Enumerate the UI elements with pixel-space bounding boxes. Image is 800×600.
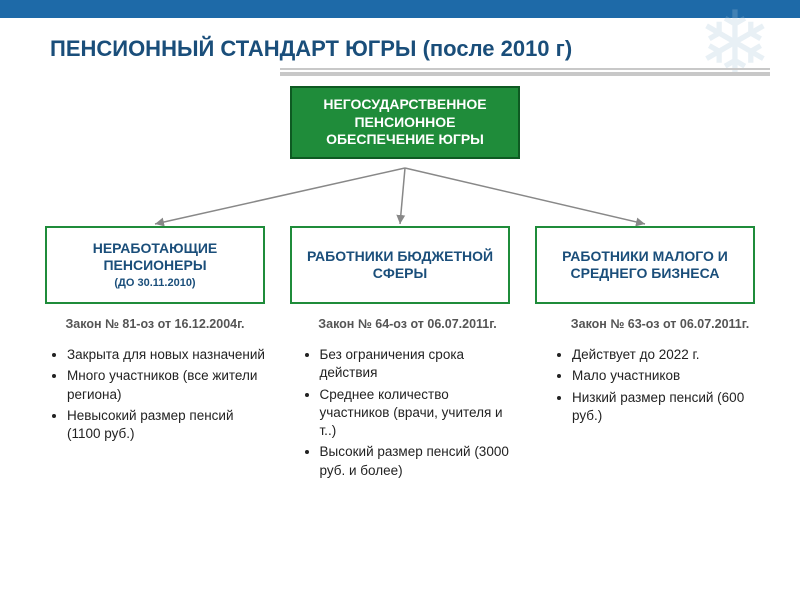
child-label: РАБОТНИКИ МАЛОГО И СРЕДНЕГО БИЗНЕСА — [545, 248, 745, 283]
bullet: Много участников (все жители региона) — [67, 367, 265, 403]
title-rule — [280, 68, 770, 76]
hierarchy-diagram: НЕГОСУДАРСТВЕННОЕ ПЕНСИОННОЕ ОБЕСПЕЧЕНИЕ… — [0, 86, 800, 306]
bullet: Высокий размер пенсий (3000 руб. и более… — [320, 443, 518, 479]
child-label: РАБОТНИКИ БЮДЖЕТНОЙ СФЕРЫ — [300, 248, 500, 283]
page-title: ПЕНСИОННЫЙ СТАНДАРТ ЮГРЫ (после 2010 г) — [50, 36, 770, 62]
bullet: Мало участников — [572, 367, 770, 385]
bullet: Без ограничения срока действия — [320, 346, 518, 382]
root-node: НЕГОСУДАРСТВЕННОЕ ПЕНСИОННОЕ ОБЕСПЕЧЕНИЕ… — [290, 86, 520, 159]
law-text: Закон № 81-оз от 16.12.2004г. — [45, 316, 265, 332]
child-node-1: НЕРАБОТАЮЩИЕ ПЕНСИОНЕРЫ (ДО 30.11.2010) — [45, 226, 265, 304]
bullet: Среднее количество участников (врачи, уч… — [320, 386, 518, 441]
bullet-list: Закрыта для новых назначений Много участ… — [67, 346, 265, 443]
detail-columns: Закон № 81-оз от 16.12.2004г. Закрыта дл… — [45, 316, 770, 483]
bullet: Действует до 2022 г. — [572, 346, 770, 364]
law-text: Закон № 63-оз от 06.07.2011г. — [550, 316, 770, 332]
child-node-2: РАБОТНИКИ БЮДЖЕТНОЙ СФЕРЫ — [290, 226, 510, 304]
column-3: Закон № 63-оз от 06.07.2011г. Действует … — [550, 316, 770, 483]
top-bar — [0, 0, 800, 18]
column-1: Закон № 81-оз от 16.12.2004г. Закрыта дл… — [45, 316, 265, 483]
column-2: Закон № 64-оз от 06.07.2011г. Без ограни… — [298, 316, 518, 483]
bullet: Невысокий размер пенсий (1100 руб.) — [67, 407, 265, 443]
child-node-3: РАБОТНИКИ МАЛОГО И СРЕДНЕГО БИЗНЕСА — [535, 226, 755, 304]
bullet: Низкий размер пенсий (600 руб.) — [572, 389, 770, 425]
bullet: Закрыта для новых назначений — [67, 346, 265, 364]
child-label: НЕРАБОТАЮЩИЕ ПЕНСИОНЕРЫ — [55, 240, 255, 275]
bullet-list: Без ограничения срока действия Среднее к… — [320, 346, 518, 480]
bullet-list: Действует до 2022 г. Мало участников Низ… — [572, 346, 770, 425]
snowflake-icon: ❄ — [690, 0, 780, 90]
law-text: Закон № 64-оз от 06.07.2011г. — [298, 316, 518, 332]
child-sublabel: (ДО 30.11.2010) — [114, 277, 195, 291]
